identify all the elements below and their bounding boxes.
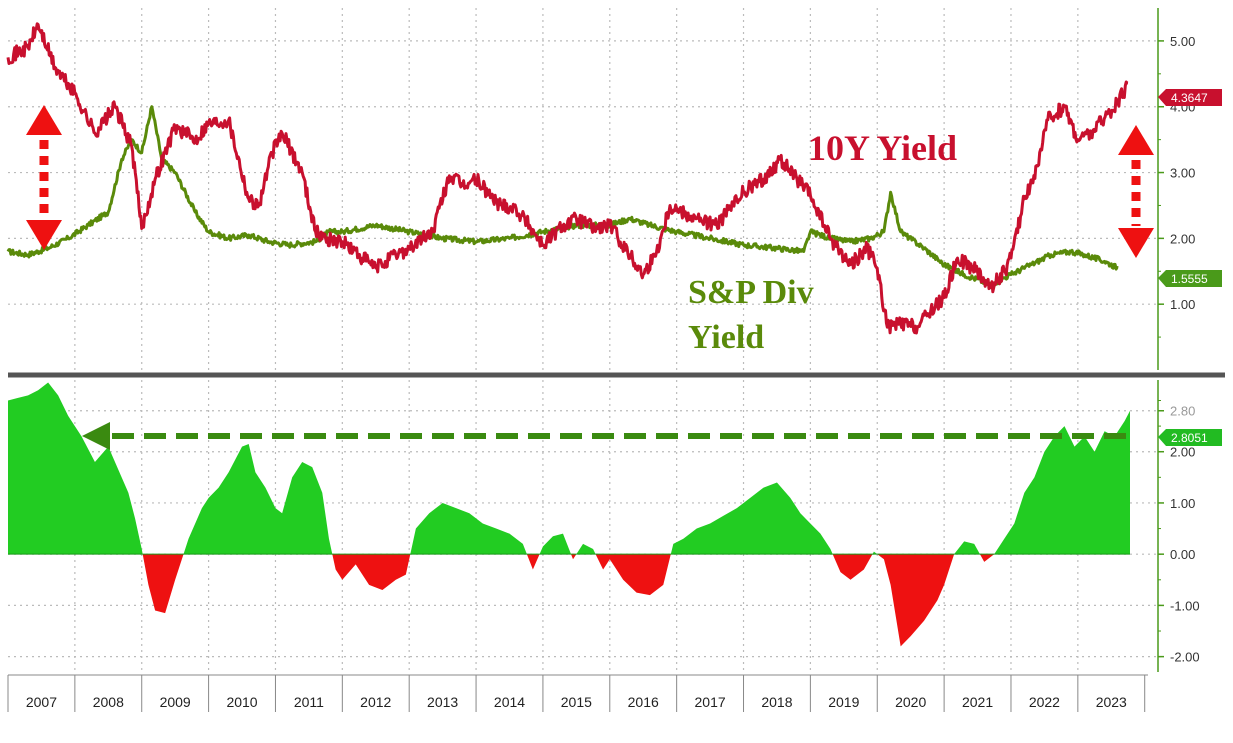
axes-layer: 1.002.003.004.005.00-2.00-1.000.001.002.… (7, 8, 1200, 712)
x-tick-label-2023: 2023 (1096, 694, 1127, 710)
svg-text:2.8051: 2.8051 (1171, 431, 1208, 445)
x-tick-label-2010: 2010 (226, 694, 257, 710)
last-value-badge-spread: 2.8051 (1158, 429, 1222, 446)
left-red-double-arrow-icon (26, 105, 62, 250)
div-yield-label-line2: Yield (688, 319, 764, 356)
svg-text:1.5555: 1.5555 (1171, 272, 1208, 286)
x-tick-label-2017: 2017 (695, 694, 726, 710)
yield-10y-line (6, 22, 1129, 335)
last-value-badge-10y: 4.3647 (1158, 89, 1222, 106)
x-tick-label-2022: 2022 (1029, 694, 1060, 710)
y-tick-label-bottom: 1.00 (1170, 496, 1195, 511)
x-tick-label-2007: 2007 (26, 694, 57, 710)
spread-area-positive (8, 382, 1130, 555)
x-tick-label-2019: 2019 (828, 694, 859, 710)
y-tick-label-top: 5.00 (1170, 34, 1195, 49)
x-tick-label-2012: 2012 (360, 694, 391, 710)
y-tick-label-bottom: 2.00 (1170, 445, 1195, 460)
yield-lines-layer (6, 22, 1129, 335)
x-tick-label-2009: 2009 (160, 694, 191, 710)
x-tick-label-2021: 2021 (962, 694, 993, 710)
div-yield-label-line1: S&P Div (688, 274, 814, 311)
x-tick-label-2013: 2013 (427, 694, 458, 710)
y-tick-label-bottom: -2.00 (1170, 650, 1200, 665)
x-tick-label-2016: 2016 (628, 694, 659, 710)
y-tick-label-top: 2.00 (1170, 231, 1195, 246)
y-tick-label-top: 3.00 (1170, 166, 1195, 181)
spread-area-negative (142, 554, 995, 647)
x-tick-label-2008: 2008 (93, 694, 124, 710)
svg-text:4.3647: 4.3647 (1171, 91, 1208, 105)
last-value-badge-div: 1.5555 (1158, 270, 1222, 287)
x-tick-label-2015: 2015 (561, 694, 592, 710)
grid-layer (8, 8, 1158, 672)
right-red-double-arrow-icon (1118, 125, 1154, 258)
y-tick-label-bottom: 0.00 (1170, 547, 1195, 562)
x-tick-label-2014: 2014 (494, 694, 525, 710)
yield-10y-label: 10Y Yield (808, 128, 957, 168)
y-tick-label-bottom: -1.00 (1170, 598, 1200, 613)
x-tick-label-2020: 2020 (895, 694, 926, 710)
y-tick-label-bottom: 2.80 (1170, 404, 1195, 419)
spread-area-layer (8, 382, 1130, 647)
x-tick-label-2011: 2011 (294, 694, 324, 710)
x-tick-label-2018: 2018 (761, 694, 792, 710)
y-tick-label-top: 1.00 (1170, 297, 1195, 312)
green-dashed-left-arrow-icon (82, 422, 1128, 450)
